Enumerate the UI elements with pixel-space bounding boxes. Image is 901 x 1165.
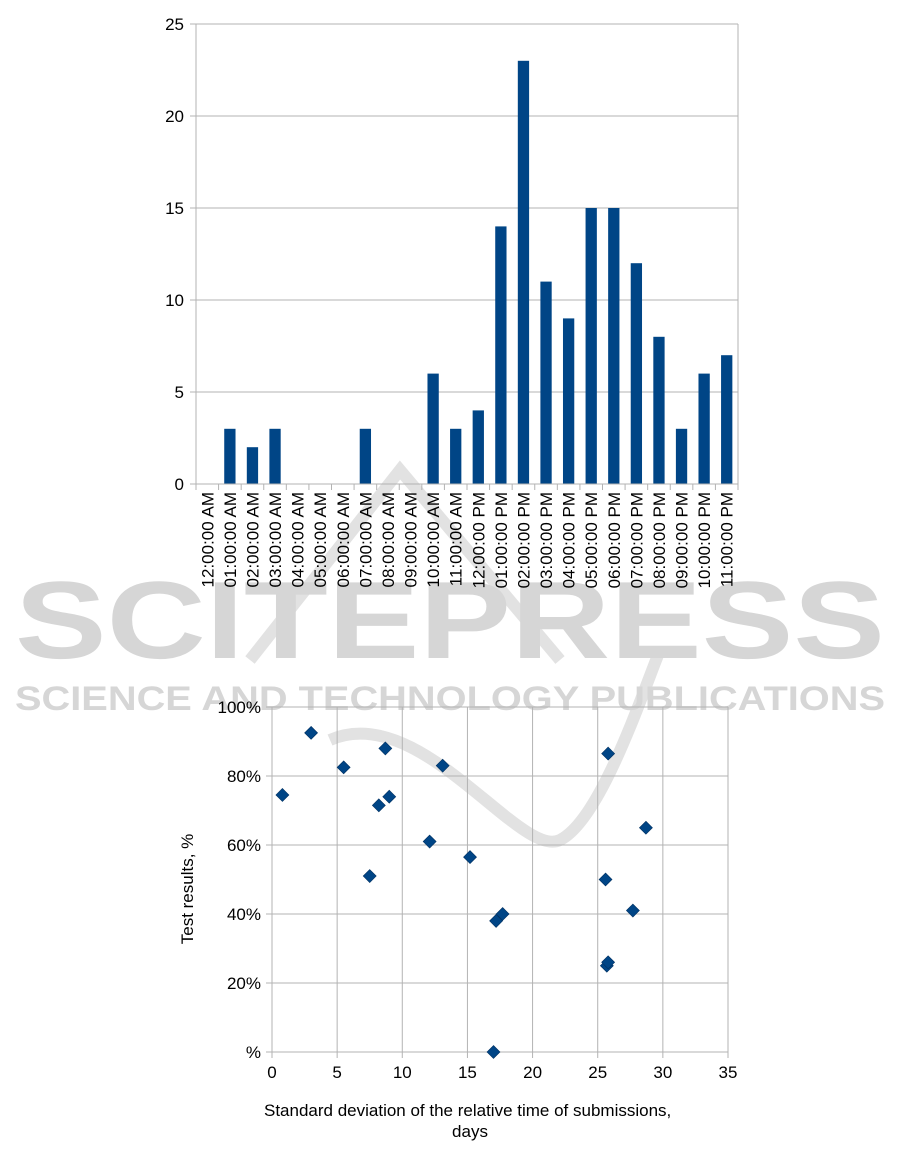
bar-chart-bar — [653, 336, 665, 484]
scatter-chart-y-tick-label: 60% — [227, 836, 261, 855]
bar-chart-x-tick-label: 08:00:00 AM — [379, 492, 398, 587]
bar-chart-x-tick-label: 03:00:00 PM — [537, 492, 556, 588]
scatter-chart-y-tick-label: 80% — [227, 767, 261, 786]
scatter-chart-y-tick-label: 40% — [227, 905, 261, 924]
scatter-chart-point — [382, 789, 397, 804]
scatter-chart-y-axis-title: Test results, % — [178, 834, 197, 945]
bar-chart-bar — [269, 428, 281, 484]
bar-chart-bar — [675, 428, 688, 484]
scatter-chart-x-tick-label: 30 — [653, 1063, 672, 1082]
bar-chart-x-axis: 12:00:00 AM 01:00:00 AM 02:00:00 AM 03:00:0… — [195, 483, 739, 588]
bar-chart-bar — [450, 428, 462, 484]
bar-chart-x-tick-label: 02:00:00 PM — [514, 492, 533, 588]
scatter-chart-x-tick-label: 0 — [267, 1063, 276, 1082]
bar-chart-x-tick-label: 01:00:00 PM — [492, 492, 511, 588]
bar-chart-x-tick-label: 01:00:00 AM — [221, 492, 240, 587]
bar-chart-bar — [585, 208, 597, 484]
scatter-chart-y-tick-label: % — [246, 1043, 261, 1062]
bar-chart-x-tick-label: 02:00:00 AM — [243, 492, 262, 587]
scatter-chart-x-tick-label: 10 — [393, 1063, 412, 1082]
bar-chart-x-tick-label: 11:00:00 AM — [447, 492, 466, 586]
bar-chart-bar — [359, 428, 372, 484]
scatter-chart-y-axis: % 20% 40% 60% 80% 100% — [218, 698, 272, 1062]
scatter-chart-point — [304, 725, 319, 740]
bar-chart-x-tick-label: 12:00:00 PM — [469, 492, 488, 588]
bar-chart-bar — [224, 428, 236, 484]
bar-chart-y-tick-label: 0 — [175, 475, 184, 494]
bar-chart-x-tick-label: 07:00:00 AM — [356, 492, 375, 587]
scatter-chart-point — [336, 760, 351, 775]
bar-chart-x-tick-label: 10:00:00 PM — [695, 492, 714, 588]
bar-chart-x-tick-label: 09:00:00 PM — [673, 492, 692, 588]
bar-chart-y-tick-label: 20 — [165, 107, 184, 126]
watermark: SCITEPRESS SCIENCE AND TECHNOLOGY PUBLIC… — [15, 460, 885, 848]
bar-chart-x-tick-label: 06:00:00 AM — [334, 492, 353, 587]
bar-chart-x-tick-label: 08:00:00 PM — [650, 492, 669, 588]
bar-chart-x-tick-label: 11:00:00 PM — [718, 492, 737, 587]
scatter-chart-point — [463, 850, 477, 864]
bar-chart-x-tick-label: 03:00:00 AM — [266, 492, 285, 587]
bar-chart-x-tick-label: 09:00:00 AM — [402, 492, 421, 587]
scatter-chart-gridlines — [271, 706, 729, 1053]
scatter-chart-points — [275, 725, 653, 1059]
bar-chart-x-tick-label: 05:00:00 PM — [582, 492, 601, 588]
scatter-chart-y-tick-label: 100% — [218, 698, 261, 717]
scatter-chart-point — [422, 834, 437, 849]
scatter-chart-x-tick-label: 20 — [523, 1063, 542, 1082]
bar-chart-x-tick-label: 07:00:00 PM — [627, 492, 646, 588]
bar-chart-bar — [698, 373, 710, 484]
scatter-chart-point — [495, 907, 510, 921]
scatter-chart-point — [601, 746, 616, 761]
bar-chart-y-tick-label: 5 — [175, 383, 184, 402]
scatter-chart-point — [486, 1045, 501, 1059]
bar-chart-y-tick-label: 25 — [165, 15, 184, 34]
bar-chart-bar — [495, 226, 507, 484]
scatter-chart-y-tick-label: 20% — [227, 974, 261, 993]
bar-chart-bar — [472, 410, 484, 484]
scatter-chart-point — [625, 903, 640, 918]
watermark-logo-icon — [245, 460, 666, 848]
scatter-chart-point — [601, 955, 616, 970]
scatter-chart-x-tick-label: 35 — [719, 1063, 738, 1082]
bar-chart-bar — [721, 355, 733, 484]
bar-chart-bar — [540, 281, 552, 484]
scatter-chart: % 20% 40% 60% 80% 100% 0 5 10 15 20 25 30 35 Test re… — [178, 698, 737, 1141]
bar-chart-y-tick-label: 15 — [165, 199, 184, 218]
bar-chart-bar — [246, 447, 259, 484]
bar-chart-x-tick-label: 06:00:00 PM — [605, 492, 624, 588]
bar-chart-bar — [427, 373, 439, 484]
scatter-chart-point — [362, 869, 377, 883]
scatter-chart-point — [378, 741, 393, 756]
scatter-chart-point — [371, 798, 386, 813]
scatter-chart-x-axis: 0 5 10 15 20 25 30 35 — [267, 1052, 737, 1082]
bar-chart-bar — [517, 60, 530, 485]
bar-chart-x-tick-label: 12:00:00 AM — [198, 492, 217, 587]
bar-chart-bar — [562, 318, 575, 484]
scatter-chart-point — [435, 758, 450, 773]
scatter-chart-x-tick-label: 5 — [332, 1063, 341, 1082]
bar-chart-y-tick-label: 10 — [165, 291, 184, 310]
bar-chart-bars — [224, 60, 733, 485]
scatter-chart-x-tick-label: 15 — [458, 1063, 477, 1082]
bar-chart-bar — [608, 208, 620, 484]
scatter-chart-x-axis-title: Standard deviation of the relative time … — [264, 1101, 676, 1141]
bar-chart-x-tick-label: 04:00:00 AM — [289, 492, 308, 587]
watermark-subtitle: SCIENCE AND TECHNOLOGY PUBLICATIONS — [15, 680, 885, 718]
bar-chart-y-axis: 0 5 10 15 20 25 — [165, 15, 196, 494]
scatter-chart-point — [275, 788, 290, 802]
scatter-chart-x-tick-label: 25 — [588, 1063, 607, 1082]
watermark-title: SCITEPRESS — [15, 559, 885, 682]
bar-chart-x-tick-label: 04:00:00 PM — [560, 492, 579, 588]
bar-chart-x-tick-label: 05:00:00 AM — [311, 492, 330, 587]
bar-chart-x-tick-label: 10:00:00 AM — [424, 492, 443, 587]
scatter-chart-point — [638, 820, 653, 835]
scatter-chart-point — [598, 872, 613, 887]
bar-chart-bar — [630, 263, 643, 484]
